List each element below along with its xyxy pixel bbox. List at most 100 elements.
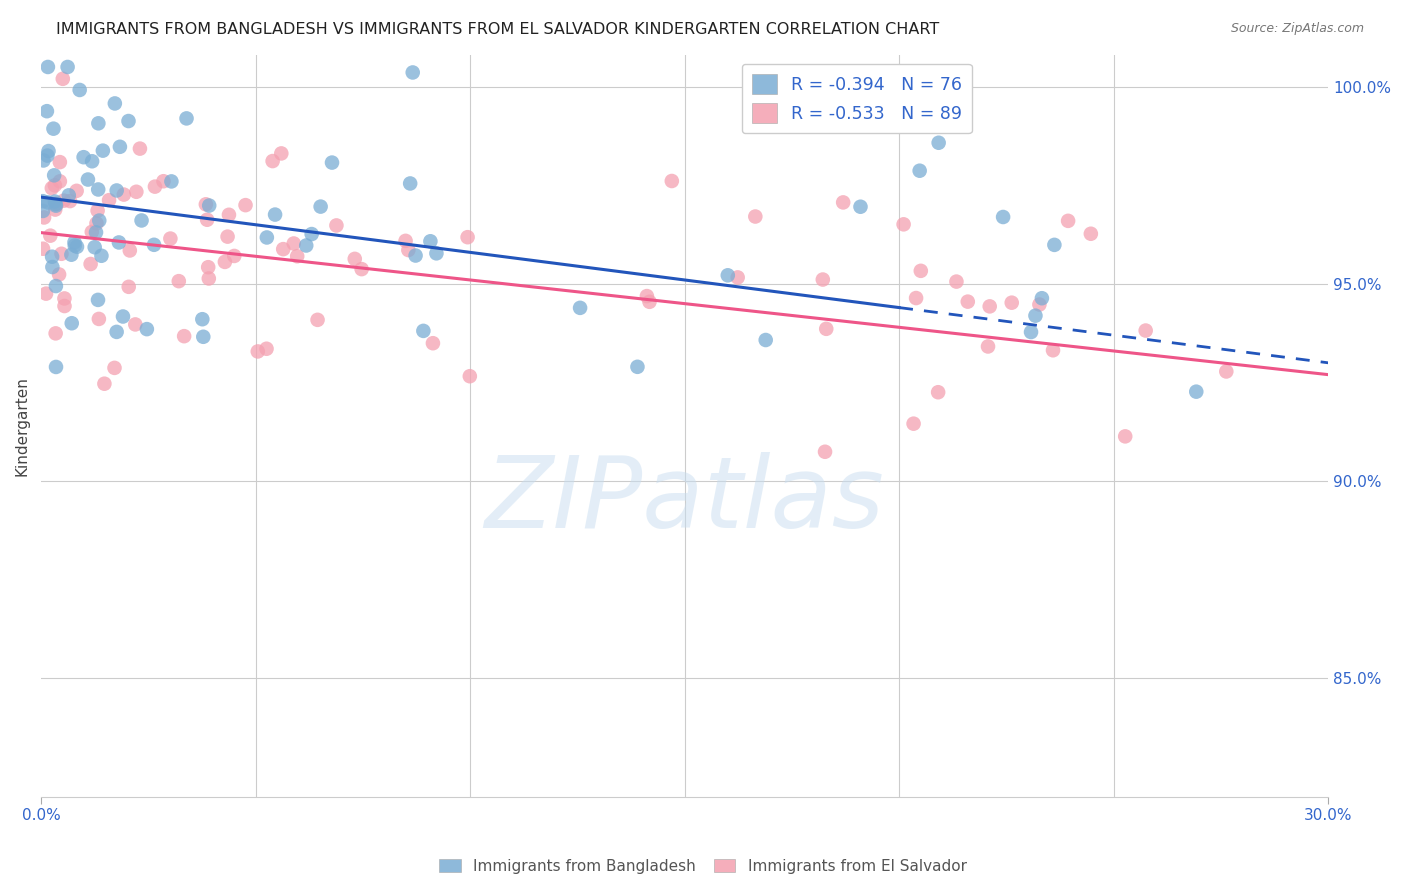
Point bbox=[66, 184, 89, 198]
Point bbox=[271, 242, 294, 256]
Point bbox=[89, 213, 111, 227]
Point bbox=[105, 184, 128, 198]
Point bbox=[112, 187, 135, 202]
Point bbox=[405, 248, 427, 262]
Point bbox=[399, 177, 422, 191]
Point bbox=[60, 316, 83, 330]
Point bbox=[256, 230, 278, 244]
Point bbox=[69, 83, 91, 97]
Point bbox=[52, 194, 75, 208]
Point bbox=[152, 174, 174, 188]
Point bbox=[38, 144, 60, 158]
Point bbox=[197, 260, 219, 275]
Point bbox=[31, 194, 53, 209]
Point bbox=[37, 60, 59, 74]
Point bbox=[80, 225, 103, 239]
Point bbox=[214, 255, 236, 269]
Point bbox=[908, 163, 931, 178]
Point bbox=[117, 114, 139, 128]
Point bbox=[63, 238, 86, 252]
Point bbox=[63, 235, 86, 250]
Point bbox=[124, 318, 146, 332]
Point bbox=[661, 174, 683, 188]
Point bbox=[402, 65, 425, 79]
Point bbox=[991, 210, 1014, 224]
Point bbox=[1024, 309, 1046, 323]
Point bbox=[309, 200, 332, 214]
Point bbox=[83, 240, 105, 254]
Point bbox=[53, 299, 76, 313]
Point bbox=[77, 172, 100, 186]
Point bbox=[87, 312, 110, 326]
Point bbox=[956, 294, 979, 309]
Point bbox=[285, 249, 308, 263]
Point bbox=[48, 268, 70, 282]
Point bbox=[82, 154, 104, 169]
Point bbox=[35, 104, 58, 119]
Point bbox=[815, 322, 838, 336]
Point bbox=[301, 227, 323, 241]
Point bbox=[457, 230, 479, 244]
Point bbox=[1215, 364, 1237, 378]
Point bbox=[44, 202, 66, 217]
Point bbox=[44, 169, 66, 183]
Point bbox=[270, 146, 292, 161]
Point bbox=[755, 333, 778, 347]
Point bbox=[1042, 343, 1064, 358]
Point bbox=[45, 326, 67, 341]
Point bbox=[910, 264, 932, 278]
Point bbox=[727, 270, 749, 285]
Point bbox=[198, 271, 221, 285]
Point bbox=[105, 325, 128, 339]
Point bbox=[118, 280, 141, 294]
Point bbox=[1185, 384, 1208, 399]
Point bbox=[217, 229, 239, 244]
Point bbox=[87, 116, 110, 130]
Point bbox=[224, 249, 246, 263]
Point bbox=[86, 216, 108, 230]
Point bbox=[173, 329, 195, 343]
Point bbox=[160, 174, 183, 188]
Point bbox=[32, 153, 55, 168]
Point bbox=[90, 249, 112, 263]
Point bbox=[814, 444, 837, 458]
Point bbox=[1080, 227, 1102, 241]
Point bbox=[41, 260, 63, 274]
Point bbox=[91, 144, 114, 158]
Point bbox=[246, 344, 269, 359]
Point bbox=[194, 197, 217, 211]
Point bbox=[1019, 325, 1042, 339]
Point bbox=[176, 112, 198, 126]
Legend: Immigrants from Bangladesh, Immigrants from El Salvador: Immigrants from Bangladesh, Immigrants f… bbox=[433, 853, 973, 880]
Point bbox=[45, 359, 67, 374]
Point bbox=[35, 286, 58, 301]
Point bbox=[111, 310, 134, 324]
Point bbox=[927, 385, 949, 400]
Point bbox=[321, 155, 343, 169]
Point bbox=[49, 174, 72, 188]
Point bbox=[86, 203, 108, 218]
Point bbox=[832, 195, 855, 210]
Point bbox=[143, 179, 166, 194]
Point bbox=[893, 217, 915, 231]
Point bbox=[191, 312, 214, 326]
Point bbox=[37, 195, 59, 210]
Point bbox=[350, 262, 373, 277]
Point bbox=[945, 275, 967, 289]
Point bbox=[45, 197, 67, 211]
Point bbox=[193, 330, 215, 344]
Point bbox=[104, 96, 127, 111]
Point bbox=[569, 301, 592, 315]
Legend: R = -0.394   N = 76, R = -0.533   N = 89: R = -0.394 N = 76, R = -0.533 N = 89 bbox=[742, 64, 972, 134]
Point bbox=[343, 252, 366, 266]
Point bbox=[195, 212, 218, 227]
Point bbox=[744, 210, 766, 224]
Point bbox=[45, 199, 67, 213]
Y-axis label: Kindergarten: Kindergarten bbox=[15, 376, 30, 475]
Point bbox=[87, 293, 110, 307]
Point bbox=[262, 154, 284, 169]
Point bbox=[394, 234, 416, 248]
Point bbox=[849, 200, 872, 214]
Point bbox=[108, 235, 131, 250]
Point bbox=[1043, 238, 1066, 252]
